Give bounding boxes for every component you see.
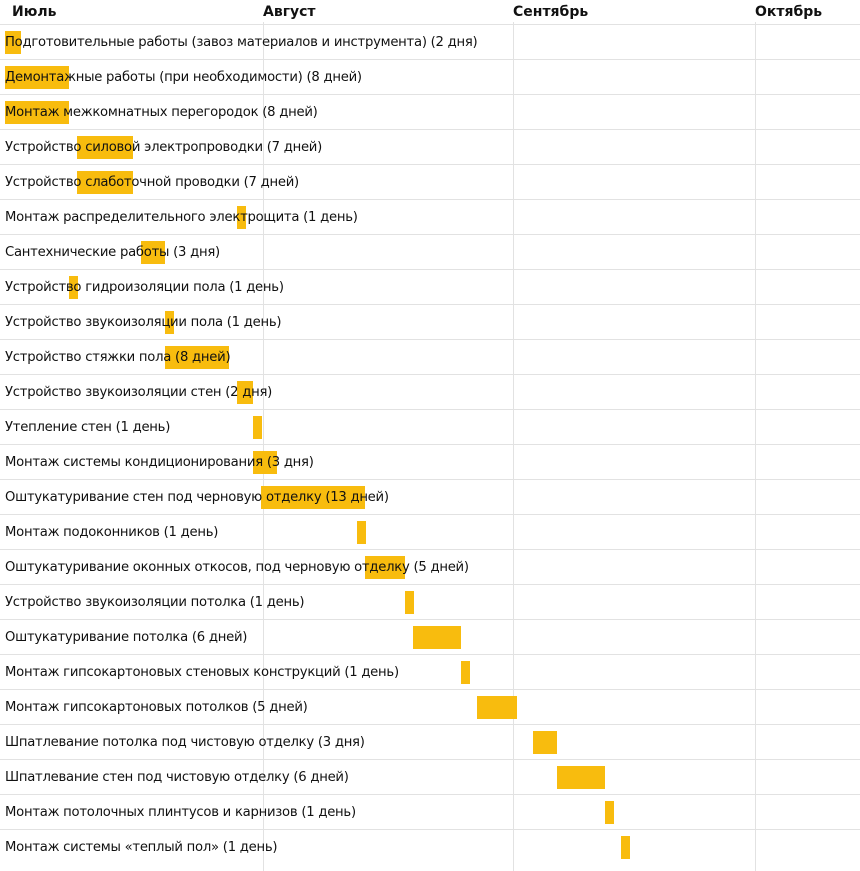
task-row: Сантехнические работы (3 дня) <box>0 234 860 269</box>
task-bar <box>533 731 557 754</box>
task-label: Устройство звукоизоляции потолка (1 день… <box>5 595 305 610</box>
task-row: Оштукатуривание стен под черновую отделк… <box>0 479 860 514</box>
task-bar <box>141 241 165 264</box>
task-label: Монтаж межкомнатных перегородок (8 дней) <box>5 105 318 120</box>
task-label: Монтаж системы кондиционирования (3 дня) <box>5 455 314 470</box>
task-label: Монтаж подоконников (1 день) <box>5 525 219 540</box>
task-label: Монтаж распределительного электрощита (1… <box>5 210 358 225</box>
task-label: Устройство звукоизоляции стен (2 дня) <box>5 385 273 400</box>
task-bar <box>605 801 614 824</box>
task-row: Монтаж гипсокартоновых потолков (5 дней) <box>0 689 860 724</box>
task-label: Демонтажные работы (при необходимости) (… <box>5 70 362 85</box>
task-bar <box>5 66 69 89</box>
task-bar <box>69 276 78 299</box>
task-bar <box>77 171 133 194</box>
task-label: Устройство слаботочной проводки (7 дней) <box>5 175 299 190</box>
task-label: Устройство гидроизоляции пола (1 день) <box>5 280 284 295</box>
task-bar <box>357 521 366 544</box>
task-row: Устройство стяжки пола (8 дней) <box>0 339 860 374</box>
task-label: Монтаж системы «теплый пол» (1 день) <box>5 840 278 855</box>
task-row: Монтаж подоконников (1 день) <box>0 514 860 549</box>
task-bar <box>165 311 174 334</box>
task-label: Устройство силовой электропроводки (7 дн… <box>5 140 323 155</box>
task-label: Устройство звукоизоляции пола (1 день) <box>5 315 282 330</box>
task-label: Оштукатуривание стен под черновую отделк… <box>5 490 389 505</box>
task-label: Оштукатуривание потолка (6 дней) <box>5 630 248 645</box>
task-row: Подготовительные работы (завоз материало… <box>0 24 860 59</box>
task-row: Монтаж межкомнатных перегородок (8 дней) <box>0 94 860 129</box>
task-row: Устройство звукоизоляции стен (2 дня) <box>0 374 860 409</box>
month-gridline <box>513 22 514 871</box>
task-bar <box>5 101 69 124</box>
task-label: Подготовительные работы (завоз материало… <box>5 35 478 50</box>
task-bar <box>405 591 414 614</box>
task-row: Оштукатуривание потолка (6 дней) <box>0 619 860 654</box>
task-row: Оштукатуривание оконных откосов, под чер… <box>0 549 860 584</box>
task-bar <box>261 486 365 509</box>
task-label: Оштукатуривание оконных откосов, под чер… <box>5 560 469 575</box>
task-bar <box>253 416 262 439</box>
month-gridline <box>755 22 756 871</box>
task-bar <box>237 206 246 229</box>
month-label: Сентябрь <box>513 4 589 20</box>
task-bar <box>5 31 21 54</box>
task-label: Шпатлевание потолка под чистовую отделку… <box>5 735 365 750</box>
task-row: Монтаж потолочных плинтусов и карнизов (… <box>0 794 860 829</box>
task-label: Монтаж гипсокартоновых стеновых конструк… <box>5 665 399 680</box>
task-bar <box>413 626 461 649</box>
task-bar <box>365 556 405 579</box>
task-label: Устройство стяжки пола (8 дней) <box>5 350 231 365</box>
task-label: Монтаж гипсокартоновых потолков (5 дней) <box>5 700 308 715</box>
task-row: Монтаж системы кондиционирования (3 дня) <box>0 444 860 479</box>
task-row: Монтаж системы «теплый пол» (1 день) <box>0 829 860 864</box>
task-row: Шпатлевание стен под чистовую отделку (6… <box>0 759 860 794</box>
task-bar <box>165 346 229 369</box>
task-row: Шпатлевание потолка под чистовую отделку… <box>0 724 860 759</box>
task-row: Устройство силовой электропроводки (7 дн… <box>0 129 860 164</box>
task-label: Утепление стен (1 день) <box>5 420 171 435</box>
task-label: Монтаж потолочных плинтусов и карнизов (… <box>5 805 356 820</box>
task-row: Монтаж распределительного электрощита (1… <box>0 199 860 234</box>
task-bar <box>461 661 470 684</box>
task-label: Сантехнические работы (3 дня) <box>5 245 220 260</box>
task-bar <box>557 766 605 789</box>
task-row: Устройство звукоизоляции потолка (1 день… <box>0 584 860 619</box>
task-row: Монтаж гипсокартоновых стеновых конструк… <box>0 654 860 689</box>
month-label: Октябрь <box>755 4 823 20</box>
task-label: Шпатлевание стен под чистовую отделку (6… <box>5 770 349 785</box>
task-bar <box>77 136 133 159</box>
task-row: Утепление стен (1 день) <box>0 409 860 444</box>
task-row: Демонтажные работы (при необходимости) (… <box>0 59 860 94</box>
task-bar <box>237 381 253 404</box>
task-bar <box>621 836 630 859</box>
task-row: Устройство гидроизоляции пола (1 день) <box>0 269 860 304</box>
task-row: Устройство слаботочной проводки (7 дней) <box>0 164 860 199</box>
month-label: Август <box>263 4 316 20</box>
month-gridline <box>263 22 264 871</box>
task-row: Устройство звукоизоляции пола (1 день) <box>0 304 860 339</box>
task-bar <box>477 696 517 719</box>
task-bar <box>253 451 277 474</box>
month-label: Июль <box>12 4 57 20</box>
